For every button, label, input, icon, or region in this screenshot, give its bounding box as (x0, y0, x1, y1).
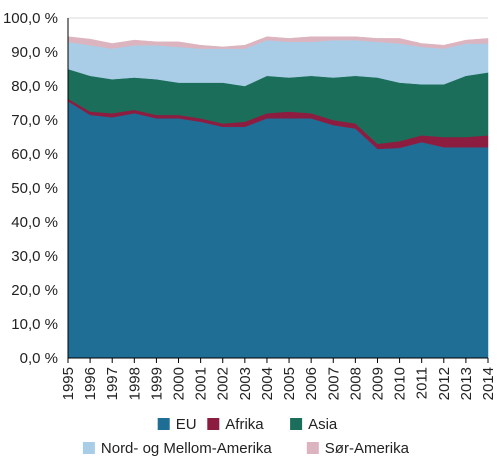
legend-label-nord-og-mellom-amerika: Nord- og Mellom-Amerika (101, 440, 273, 457)
area-series (67, 36, 489, 359)
legend-label-eu: EU (176, 416, 197, 433)
y-tick-label: 60,0 % (11, 146, 58, 163)
legend-swatch-asia (290, 418, 303, 430)
x-tick-label: 2009 (369, 367, 386, 400)
y-tick-label: 40,0 % (11, 214, 58, 231)
x-tick-label: 2001 (193, 367, 210, 400)
x-tick-label: 1995 (60, 367, 77, 400)
legend-label-asia: Asia (308, 416, 338, 433)
legend-swatch-afrika (207, 418, 220, 430)
x-tick-label: 2004 (259, 367, 276, 400)
x-tick-label: 2005 (281, 367, 298, 400)
x-tick-label: 1999 (148, 367, 165, 400)
y-tick-label: 80,0 % (11, 78, 58, 95)
y-tick-label: 70,0 % (11, 112, 58, 129)
legend-swatch-s-r-amerika (306, 442, 319, 454)
legend-swatch-eu (157, 418, 170, 430)
legend-swatch-nord-og-mellom-amerika (82, 442, 95, 454)
x-tick-label: 2000 (171, 367, 188, 400)
y-tick-label: 0,0 % (20, 350, 58, 367)
x-tick-label: 1996 (82, 367, 99, 400)
y-tick-label: 90,0 % (11, 44, 58, 61)
x-tick-label: 2013 (458, 367, 475, 400)
y-tick-label: 100,0 % (3, 10, 58, 27)
legend-label-afrika: Afrika (225, 416, 264, 433)
y-tick-labels: 0,0 % 10,0 % 20,0 % 30,0 % 40,0 % 50,0 % 60,0 … (3, 10, 58, 367)
x-tick-label: 2014 (480, 367, 497, 400)
x-tick-label: 2007 (325, 367, 342, 400)
x-tick-label: 2006 (303, 367, 320, 400)
x-tick-label: 2012 (436, 367, 453, 400)
area-s-r-amerika (67, 36, 489, 49)
y-tick-label: 10,0 % (11, 316, 58, 333)
x-tick-label: 2003 (237, 367, 254, 400)
x-tick-labels: 1995 1996 1997 1998 1999 2000 2001 2002 2003 2004… (60, 367, 497, 400)
x-tick-label: 1998 (126, 367, 143, 400)
legend: EU Afrika Asia Nord- og Mellom-Amerika Sør-A… (82, 416, 410, 457)
y-tick-label: 30,0 % (11, 248, 58, 265)
x-tick-label: 2010 (392, 367, 409, 400)
x-tick-label: 2002 (215, 367, 232, 400)
legend-label-s-r-amerika: Sør-Amerika (325, 440, 410, 457)
y-tick-label: 20,0 % (11, 282, 58, 299)
y-tick-label: 50,0 % (11, 180, 58, 197)
axes (67, 18, 489, 363)
x-tick-label: 2008 (347, 367, 364, 400)
x-tick-label: 1997 (104, 367, 121, 400)
x-tick-label: 2011 (414, 367, 431, 399)
